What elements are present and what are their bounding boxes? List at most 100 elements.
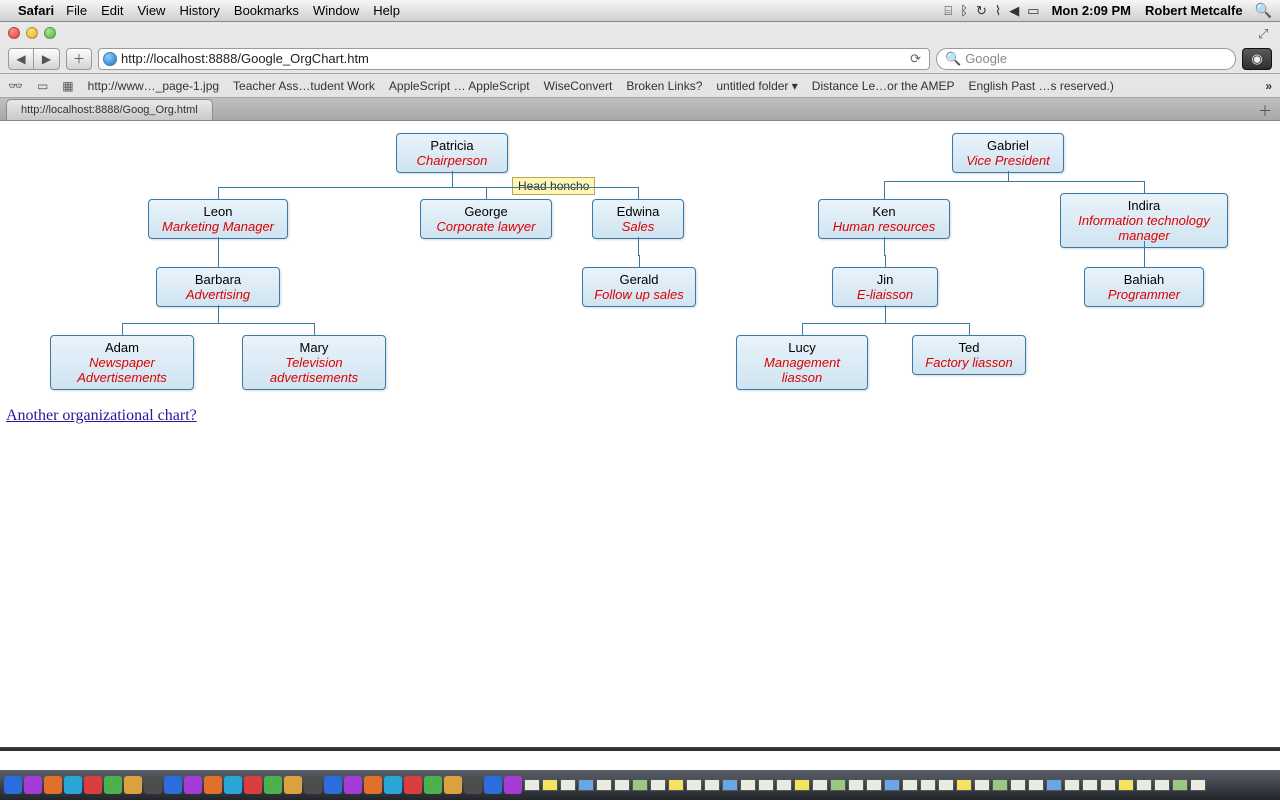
minimized-window-icon[interactable]: [776, 779, 792, 791]
menu-bookmarks[interactable]: Bookmarks: [234, 3, 299, 18]
bookmark-item[interactable]: Broken Links?: [626, 79, 702, 93]
org-node-ken[interactable]: KenHuman resources: [818, 199, 950, 239]
dock-app-icon[interactable]: [404, 776, 422, 794]
dock-app-icon[interactable]: [4, 776, 22, 794]
org-node-gabriel[interactable]: GabrielVice President: [952, 133, 1064, 173]
bookmark-item[interactable]: AppleScript … AppleScript: [389, 79, 530, 93]
tab-active[interactable]: http://localhost:8888/Goog_Org.html: [6, 99, 213, 120]
menubar-clock[interactable]: Mon 2:09 PM: [1052, 3, 1131, 18]
bluetooth-status-icon[interactable]: ᛒ: [960, 3, 968, 18]
minimized-window-icon[interactable]: [632, 779, 648, 791]
minimized-window-icon[interactable]: [722, 779, 738, 791]
bookmarks-icon[interactable]: ▭: [37, 79, 48, 93]
dock-app-icon[interactable]: [24, 776, 42, 794]
minimized-window-icon[interactable]: [1028, 779, 1044, 791]
bookmark-item[interactable]: WiseConvert: [544, 79, 613, 93]
minimized-window-icon[interactable]: [614, 779, 630, 791]
org-node-ted[interactable]: TedFactory liasson: [912, 335, 1026, 375]
dock-app-icon[interactable]: [384, 776, 402, 794]
org-node-barbara[interactable]: BarbaraAdvertising: [156, 267, 280, 307]
menu-file[interactable]: File: [66, 3, 87, 18]
dock-app-icon[interactable]: [304, 776, 322, 794]
menu-view[interactable]: View: [138, 3, 166, 18]
dock-app-icon[interactable]: [224, 776, 242, 794]
minimized-window-icon[interactable]: [884, 779, 900, 791]
minimized-window-icon[interactable]: [758, 779, 774, 791]
battery-status-icon[interactable]: ▭: [1027, 3, 1039, 19]
minimized-window-icon[interactable]: [740, 779, 756, 791]
menu-help[interactable]: Help: [373, 3, 400, 18]
dock-app-icon[interactable]: [484, 776, 502, 794]
reading-list-icon[interactable]: 👓: [8, 79, 23, 93]
minimized-window-icon[interactable]: [902, 779, 918, 791]
app-menu[interactable]: Safari: [18, 3, 54, 18]
dock-app-icon[interactable]: [344, 776, 362, 794]
bookmark-item[interactable]: Teacher Ass…tudent Work: [233, 79, 375, 93]
dock-app-icon[interactable]: [124, 776, 142, 794]
menu-history[interactable]: History: [179, 3, 219, 18]
dock-app-icon[interactable]: [204, 776, 222, 794]
minimized-window-icon[interactable]: [1136, 779, 1152, 791]
url-field[interactable]: http://localhost:8888/Google_OrgChart.ht…: [98, 48, 930, 70]
fullscreen-icon[interactable]: ⤢: [1258, 26, 1272, 40]
timemachine-status-icon[interactable]: ↻: [976, 3, 987, 19]
minimized-window-icon[interactable]: [704, 779, 720, 791]
another-chart-link[interactable]: Another organizational chart?: [6, 407, 197, 424]
org-node-jin[interactable]: JinE-liaisson: [832, 267, 938, 307]
zoom-window-button[interactable]: [44, 27, 56, 39]
dock-app-icon[interactable]: [464, 776, 482, 794]
back-button[interactable]: ◀: [8, 48, 34, 70]
dock-app-icon[interactable]: [324, 776, 342, 794]
dock-app-icon[interactable]: [104, 776, 122, 794]
dock-app-icon[interactable]: [184, 776, 202, 794]
topsites-icon[interactable]: ▦: [62, 79, 73, 93]
volume-status-icon[interactable]: ◀: [1009, 3, 1019, 19]
minimized-window-icon[interactable]: [542, 779, 558, 791]
minimized-window-icon[interactable]: [920, 779, 936, 791]
dock-app-icon[interactable]: [444, 776, 462, 794]
bookmark-item[interactable]: Distance Le…or the AMEP: [812, 79, 955, 93]
minimized-window-icon[interactable]: [830, 779, 846, 791]
minimized-window-icon[interactable]: [1118, 779, 1134, 791]
dock-app-icon[interactable]: [44, 776, 62, 794]
dock-app-icon[interactable]: [424, 776, 442, 794]
dock-app-icon[interactable]: [64, 776, 82, 794]
minimized-window-icon[interactable]: [848, 779, 864, 791]
dock-app-icon[interactable]: [284, 776, 302, 794]
dock-app-icon[interactable]: [264, 776, 282, 794]
window-titlebar[interactable]: ⤢: [0, 22, 1280, 44]
minimized-window-icon[interactable]: [560, 779, 576, 791]
minimized-window-icon[interactable]: [668, 779, 684, 791]
org-node-adam[interactable]: AdamNewspaper Advertisements: [50, 335, 194, 390]
org-node-patricia[interactable]: PatriciaChairperson: [396, 133, 508, 173]
menubar-username[interactable]: Robert Metcalfe: [1145, 3, 1243, 18]
search-field[interactable]: 🔍 Google: [936, 48, 1236, 70]
dock-app-icon[interactable]: [244, 776, 262, 794]
org-node-george[interactable]: GeorgeCorporate lawyer: [420, 199, 552, 239]
minimized-window-icon[interactable]: [1154, 779, 1170, 791]
org-node-mary[interactable]: MaryTelevision advertisements: [242, 335, 386, 390]
minimized-window-icon[interactable]: [1082, 779, 1098, 791]
spotlight-icon[interactable]: 🔍: [1255, 2, 1272, 19]
org-node-indira[interactable]: IndiraInformation technology manager: [1060, 193, 1228, 248]
org-node-bahiah[interactable]: BahiahProgrammer: [1084, 267, 1204, 307]
minimized-window-icon[interactable]: [686, 779, 702, 791]
dock-app-icon[interactable]: [364, 776, 382, 794]
wifi-status-icon[interactable]: ⌇: [995, 3, 1001, 19]
minimized-window-icon[interactable]: [866, 779, 882, 791]
org-node-leon[interactable]: LeonMarketing Manager: [148, 199, 288, 239]
minimized-window-icon[interactable]: [1046, 779, 1062, 791]
minimized-window-icon[interactable]: [1010, 779, 1026, 791]
minimized-window-icon[interactable]: [794, 779, 810, 791]
dock-app-icon[interactable]: [84, 776, 102, 794]
menu-edit[interactable]: Edit: [101, 3, 123, 18]
bookmark-item[interactable]: English Past …s reserved.): [969, 79, 1114, 93]
minimized-window-icon[interactable]: [974, 779, 990, 791]
minimized-window-icon[interactable]: [1064, 779, 1080, 791]
minimized-window-icon[interactable]: [992, 779, 1008, 791]
minimized-window-icon[interactable]: [524, 779, 540, 791]
minimized-window-icon[interactable]: [1100, 779, 1116, 791]
dropbox-status-icon[interactable]: ⌸: [944, 3, 952, 19]
page-settings-button[interactable]: ◉: [1242, 48, 1272, 70]
minimized-window-icon[interactable]: [812, 779, 828, 791]
